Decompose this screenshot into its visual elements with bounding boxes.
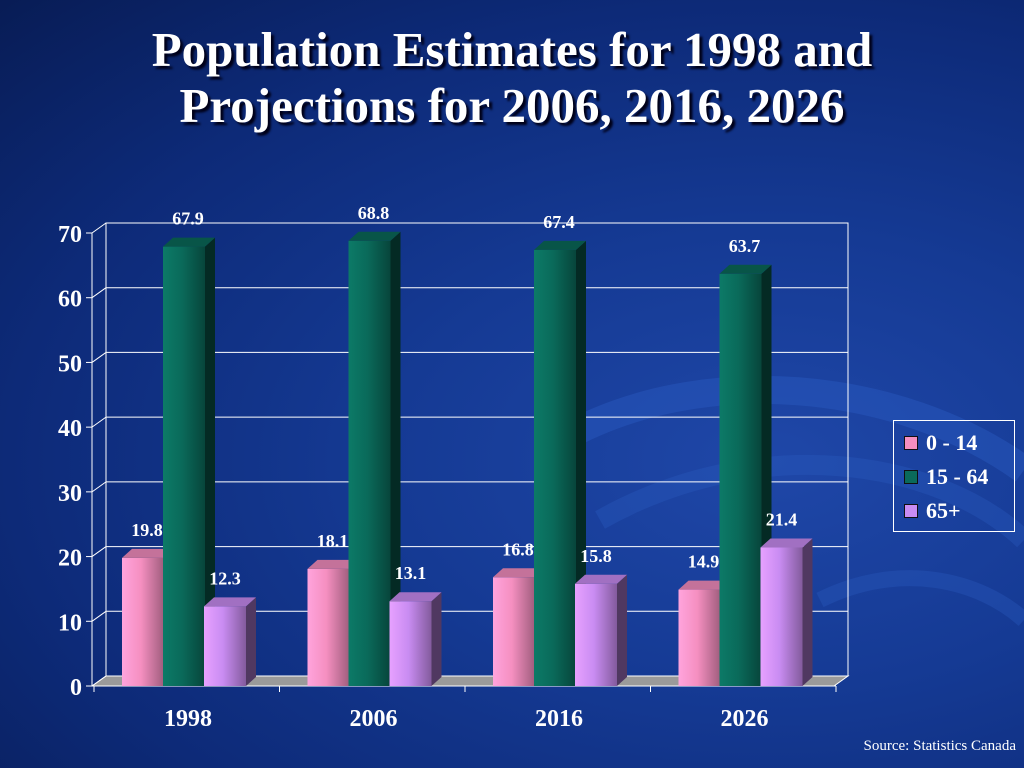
bar-15-64-2026 (719, 273, 762, 686)
data-label-0-14-2016: 16.8 (502, 539, 534, 559)
bar-0-14-2026 (678, 589, 721, 686)
legend-label-65-plus: 65+ (926, 498, 961, 523)
legend-item-0-14: 0 - 14 (904, 426, 1014, 460)
bar-top-65-plus-1998 (204, 597, 256, 607)
bar-top-0-14-2026 (678, 580, 731, 590)
bar-65-plus-2006 (389, 601, 432, 686)
legend-swatch-65-plus (904, 504, 918, 518)
data-label-15-64-2016: 67.4 (543, 212, 575, 232)
bar-0-14-2016 (493, 577, 535, 686)
data-label-15-64-2006: 68.8 (358, 203, 390, 223)
source-note: Source: Statistics Canada (863, 738, 1016, 754)
y-tick-label: 20 (58, 546, 82, 572)
x-tick-label-2026: 2026 (721, 706, 769, 732)
bar-side-65-plus-2016 (617, 574, 627, 686)
y-tick-diagonal (91, 287, 107, 299)
y-tick-diagonal (91, 352, 107, 363)
bar-top-0-14-2016 (493, 568, 545, 578)
title-line-1: Population Estimates for 1998 and (151, 22, 873, 77)
data-label-0-14-2026: 14.9 (688, 552, 720, 572)
x-tick-label-1998: 1998 (164, 706, 212, 732)
y-tick-diagonal (91, 481, 107, 493)
y-tick-label: 0 (70, 675, 82, 701)
bar-top-65-plus-2026 (760, 538, 813, 548)
legend: 0 - 14 15 - 64 65+ (893, 420, 1015, 532)
y-tick-diagonal (91, 610, 107, 622)
bar-0-14-1998 (122, 557, 164, 686)
legend-swatch-15-64 (904, 470, 918, 484)
y-tick-label: 10 (58, 610, 82, 636)
x-tick-label-2006: 2006 (350, 706, 398, 732)
y-tick-diagonal (91, 222, 107, 234)
bar-top-15-64-2026 (719, 264, 772, 274)
data-label-65-plus-2006: 13.1 (395, 563, 427, 583)
bar-65-plus-2016 (575, 583, 617, 686)
bar-top-15-64-2016 (534, 240, 586, 250)
bar-side-65-plus-2006 (431, 592, 442, 686)
y-tick-diagonal (91, 675, 107, 687)
y-tick-diagonal (91, 416, 107, 428)
bar-side-65-plus-1998 (246, 597, 256, 686)
bar-top-15-64-1998 (163, 237, 215, 247)
bar-top-65-plus-2016 (575, 574, 627, 584)
data-label-65-plus-2026: 21.4 (766, 510, 798, 530)
bar-15-64-2016 (534, 249, 576, 686)
legend-swatch-0-14 (904, 436, 918, 450)
bar-15-64-1998 (163, 246, 205, 686)
data-label-15-64-1998: 67.9 (172, 209, 204, 229)
data-label-15-64-2026: 63.7 (729, 236, 761, 256)
x-tick-label-2016: 2016 (535, 706, 583, 732)
y-tick-label: 70 (58, 222, 82, 248)
legend-label-15-64: 15 - 64 (926, 464, 989, 489)
y-tick-label: 60 (58, 287, 82, 313)
bar-15-64-2006 (348, 240, 391, 686)
bar-side-65-plus-2026 (802, 538, 813, 686)
bar-top-65-plus-2006 (389, 592, 442, 602)
title-line-2: Projections for 2006, 2016, 2026 (179, 78, 845, 133)
bar-side-15-64-1998 (205, 237, 215, 686)
y-tick-label: 30 (58, 481, 82, 507)
bar-top-15-64-2006 (348, 231, 401, 241)
data-label-65-plus-1998: 12.3 (209, 568, 241, 588)
data-label-65-plus-2016: 15.8 (580, 546, 612, 566)
legend-label-0-14: 0 - 14 (926, 430, 978, 455)
data-label-0-14-2006: 18.1 (317, 531, 349, 551)
data-label-0-14-1998: 19.8 (131, 520, 163, 540)
bar-0-14-2006 (307, 568, 350, 686)
y-tick-diagonal (91, 546, 107, 557)
bar-65-plus-1998 (204, 606, 246, 686)
y-tick-label: 40 (58, 416, 82, 442)
page-title: Population Estimates for 1998 and Projec… (0, 22, 1024, 134)
legend-item-15-64: 15 - 64 (904, 460, 1014, 494)
bar-top-0-14-1998 (122, 548, 174, 558)
y-tick-label: 50 (58, 351, 82, 377)
bar-side-15-64-2016 (576, 240, 586, 686)
bar-65-plus-2026 (760, 547, 803, 686)
bar-top-0-14-2006 (307, 559, 360, 569)
bar-side-15-64-2006 (390, 231, 401, 686)
legend-item-65-plus: 65+ (904, 494, 1014, 528)
